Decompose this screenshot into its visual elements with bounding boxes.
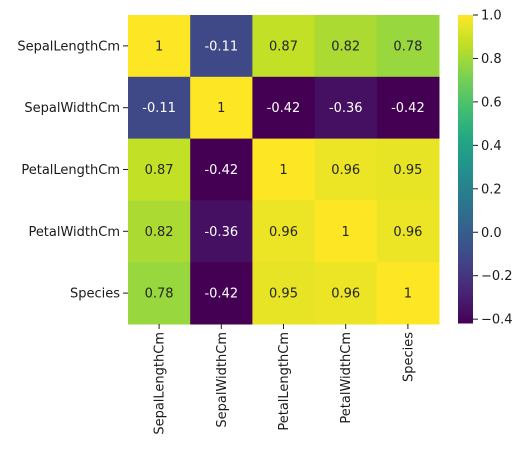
- heatmap-cell-r1-c1: [190, 76, 253, 140]
- cell-value-label-r4-c2: 0.95: [269, 287, 298, 302]
- heatmap-cell-r4-c1: [190, 262, 253, 325]
- colorbar-tick-label-4: 0.2: [481, 182, 502, 197]
- cell-value-label-r1-c2: -0.42: [267, 101, 301, 116]
- heatmap-cell-r3-c3: [314, 200, 378, 263]
- heatmap-cell-r4-c0: [128, 262, 191, 325]
- col-tick-label-2: PetalLengthCm: [277, 332, 292, 431]
- heatmap-cell-r0-c4: [376, 15, 440, 78]
- heatmap-cell-r1-c4: [376, 76, 440, 140]
- cell-value-label-r0-c4: 0.78: [393, 39, 422, 54]
- cell-value-label-r3-c4: 0.96: [393, 225, 422, 240]
- heatmap-cell-r3-c4: [376, 200, 440, 263]
- col-tick-labels: SepalLengthCm SepalWidthCm PetalLengthCm Pe…: [153, 324, 416, 435]
- row-tick-label-2: PetalLengthCm: [21, 163, 120, 178]
- colorbar-tick-label-6: −0.2: [481, 269, 513, 284]
- cell-value-label-r1-c4: -0.42: [391, 101, 425, 116]
- colorbar-tick-label-1: 0.8: [481, 52, 502, 67]
- heatmap-cell-r0-c1: [190, 15, 253, 78]
- cell-value-label-r2-c2: 1: [279, 163, 287, 178]
- cell-value-label-r2-c3: 0.96: [331, 163, 360, 178]
- cell-value-label-r4-c0: 0.78: [145, 287, 174, 302]
- cell-value-label-r2-c1: -0.42: [204, 163, 238, 178]
- heatmap-cell-r0-c0: [128, 15, 191, 78]
- cell-value-label-r0-c2: 0.87: [269, 39, 298, 54]
- cell-value-label-r2-c4: 0.95: [393, 163, 422, 178]
- heatmap-cell-r2-c2: [252, 138, 316, 201]
- row-tick-label-0: SepalLengthCm: [17, 39, 120, 54]
- heatmap-cell-r1-c0: [128, 76, 191, 140]
- col-tick-label-1: SepalWidthCm: [215, 332, 230, 428]
- colorbar-tick-label-3: 0.4: [481, 139, 502, 154]
- cell-value-label-r0-c3: 0.82: [331, 39, 360, 54]
- cell-value-label-r1-c3: -0.36: [329, 101, 363, 116]
- colorbar-gradient: [458, 15, 473, 324]
- row-tick-labels: SepalLengthCm SepalWidthCm PetalLengthCm Pe…: [17, 39, 128, 302]
- heatmap-cells: 1 -0.11 0.87 0.82 0.78 -0.11 1 -0.42 -0.36 -0.42 0…: [128, 15, 440, 325]
- colorbar-tick-label-5: 0.0: [481, 226, 502, 241]
- cell-value-label-r4-c3: 0.96: [331, 287, 360, 302]
- cell-value-label-r0-c0: 1: [155, 39, 163, 54]
- cell-value-label-r0-c1: -0.11: [204, 39, 238, 54]
- cell-value-label-r3-c3: 1: [342, 225, 350, 240]
- heatmap-cell-r4-c3: [314, 262, 378, 325]
- cell-value-label-r1-c1: 1: [217, 101, 225, 116]
- colorbar: 1.0 0.8 0.6 0.4 0.2 0.0 −0.2 −0.4: [458, 9, 513, 328]
- cell-value-label-r1-c0: -0.11: [142, 101, 176, 116]
- cell-value-label-r3-c1: -0.36: [204, 225, 238, 240]
- heatmap-cell-r4-c4: [376, 262, 440, 325]
- cell-value-label-r4-c4: 1: [404, 287, 412, 302]
- cell-value-label-r3-c2: 0.96: [269, 225, 298, 240]
- col-tick-label-0: SepalLengthCm: [153, 332, 168, 435]
- cell-value-label-r3-c0: 0.82: [145, 225, 174, 240]
- row-tick-label-1: SepalWidthCm: [24, 101, 120, 116]
- row-tick-label-4: Species: [70, 287, 120, 302]
- heatmap-cell-r2-c3: [314, 138, 378, 201]
- row-tick-label-3: PetalWidthCm: [28, 225, 120, 240]
- colorbar-tick-label-2: 0.6: [481, 95, 502, 110]
- heatmap-cell-r1-c2: [252, 76, 316, 140]
- heatmap-cell-r1-c3: [314, 76, 378, 140]
- heatmap-cell-r3-c2: [252, 200, 316, 263]
- heatmap-cell-r3-c0: [128, 200, 191, 263]
- heatmap-cell-r2-c1: [190, 138, 253, 201]
- heatmap-cell-r2-c0: [128, 138, 191, 201]
- cell-value-label-r4-c1: -0.42: [204, 287, 238, 302]
- heatmap-cell-r4-c2: [252, 262, 316, 325]
- colorbar-tick-label-0: 1.0: [481, 9, 502, 24]
- heatmap-cell-r3-c1: [190, 200, 253, 263]
- col-tick-label-4: Species: [401, 332, 416, 382]
- heatmap-cell-r0-c2: [252, 15, 316, 78]
- heatmap-cell-r2-c4: [376, 138, 440, 201]
- cell-value-label-r2-c0: 0.87: [145, 163, 174, 178]
- col-tick-label-3: PetalWidthCm: [339, 332, 354, 424]
- heatmap-cell-r0-c3: [314, 15, 378, 78]
- colorbar-tick-label-7: −0.4: [481, 313, 513, 328]
